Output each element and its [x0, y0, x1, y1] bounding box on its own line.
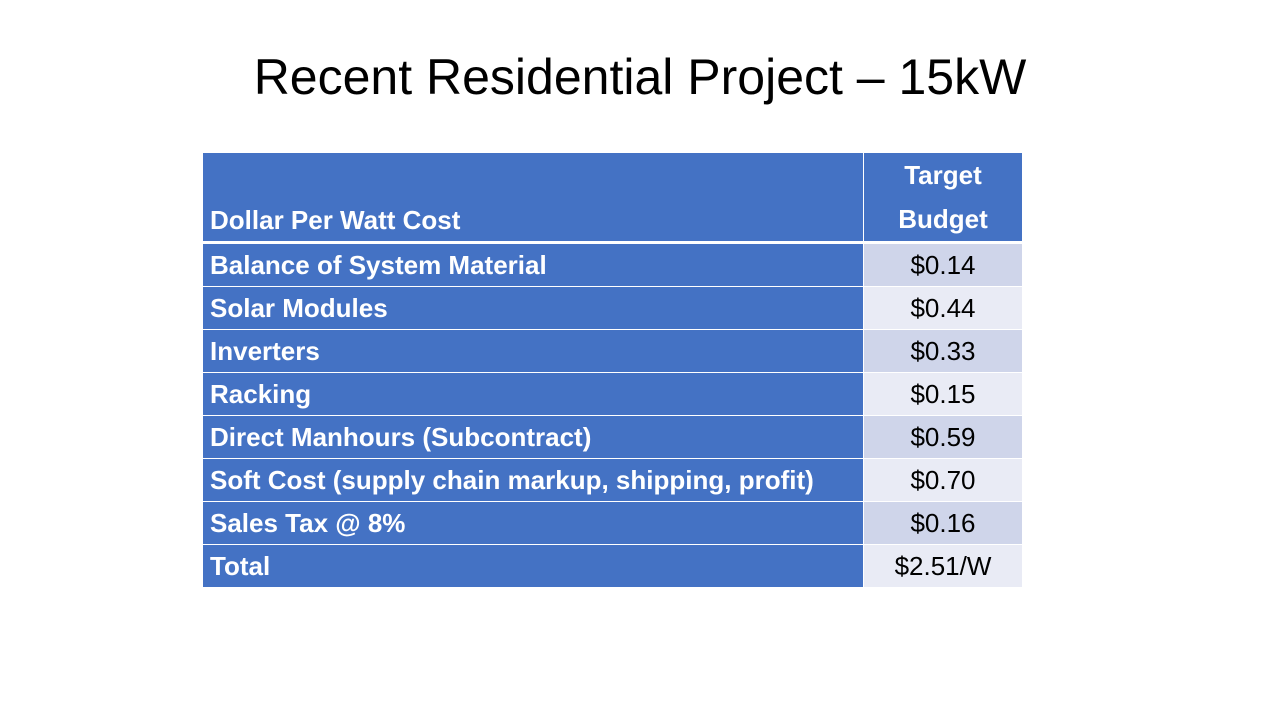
table-header-row: Dollar Per Watt Cost Target Budget [202, 152, 1023, 244]
table-row: Solar Modules $0.44 [202, 286, 1023, 330]
cost-category-cell: Sales Tax @ 8% [202, 501, 864, 545]
slide-title: Recent Residential Project – 15kW [253, 49, 1027, 105]
cost-category-cell: Balance of System Material [202, 242, 864, 287]
cost-category-cell: Inverters [202, 329, 864, 373]
budget-value-cell: $0.15 [863, 372, 1023, 416]
budget-value-cell: $0.16 [863, 501, 1023, 545]
budget-value-cell: $0.70 [863, 458, 1023, 502]
budget-value-cell: $2.51/W [863, 544, 1023, 588]
cost-category-cell: Direct Manhours (Subcontract) [202, 415, 864, 459]
header-target-budget: Target Budget [863, 152, 1023, 244]
budget-value-cell: $0.59 [863, 415, 1023, 459]
budget-value-cell: $0.33 [863, 329, 1023, 373]
table-row: Sales Tax @ 8% $0.16 [202, 501, 1023, 545]
table-row: Balance of System Material $0.14 [202, 242, 1023, 287]
table-row: Inverters $0.33 [202, 329, 1023, 373]
table-row: Direct Manhours (Subcontract) $0.59 [202, 415, 1023, 459]
cost-category-cell: Solar Modules [202, 286, 864, 330]
cost-category-cell: Total [202, 544, 864, 588]
cost-category-cell: Racking [202, 372, 864, 416]
table-row: Racking $0.15 [202, 372, 1023, 416]
table-row: Soft Cost (supply chain markup, shipping… [202, 458, 1023, 502]
table-row: Total $2.51/W [202, 544, 1023, 588]
budget-value-cell: $0.14 [863, 242, 1023, 287]
cost-category-cell: Soft Cost (supply chain markup, shipping… [202, 458, 864, 502]
cost-table: Dollar Per Watt Cost Target Budget Balan… [202, 152, 1023, 588]
budget-value-cell: $0.44 [863, 286, 1023, 330]
header-cost-category: Dollar Per Watt Cost [202, 152, 864, 244]
